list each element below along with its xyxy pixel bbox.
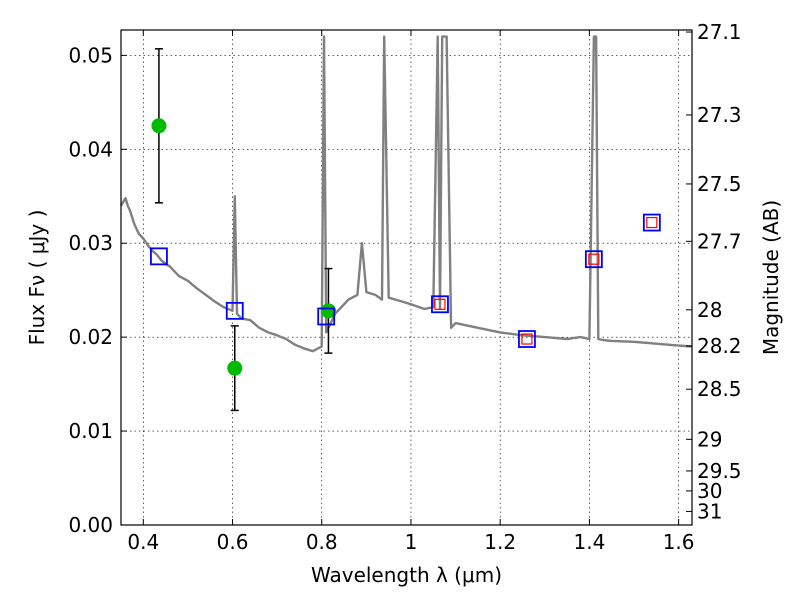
x-tick-label: 0.4	[127, 530, 159, 554]
y-tick-label: 0.05	[68, 43, 113, 67]
magnitude-tick-label: 27.1	[697, 20, 742, 44]
model-flux-square-inner	[434, 298, 446, 310]
y-tick-label: 0.00	[68, 513, 113, 537]
magnitude-tick-label: 28	[697, 298, 722, 322]
model-flux-square	[317, 307, 336, 326]
photometry-points	[150, 48, 661, 412]
x-tick-label: 1	[405, 530, 418, 554]
x-tick-label: 1.2	[484, 530, 516, 554]
magnitude-tick-label: 27.7	[697, 229, 742, 253]
magnitude-tick-label: 29.5	[697, 459, 742, 483]
y-tick-label: 0.03	[68, 231, 113, 255]
observed-flux-point	[151, 118, 167, 134]
model-flux-square-inner	[646, 216, 658, 229]
y-tick-label: 0.04	[68, 137, 113, 161]
magnitude-tick-label: 30	[697, 479, 722, 503]
model-flux-square	[431, 295, 449, 314]
y-axis-label: Flux Fν ( μJy )	[25, 210, 49, 346]
y-axis-ticks: 0.00 0.01 0.02 0.03 0.04 0.05	[68, 43, 127, 537]
x-tick-label: 1.6	[663, 530, 695, 554]
model-flux-square-inner	[588, 253, 600, 265]
grid-lines	[121, 30, 692, 526]
model-flux-square	[518, 330, 536, 348]
x-tick-label: 1.4	[573, 530, 605, 554]
magnitude-tick-label: 29	[697, 427, 722, 451]
x-axis-label: Wavelength λ (μm)	[311, 563, 502, 587]
x-tick-label: 0.6	[217, 530, 249, 554]
model-flux-square	[225, 301, 244, 320]
model-flux-square	[150, 247, 168, 266]
magnitude-axis-label: Magnitude (AB)	[759, 200, 783, 355]
plot-frame	[120, 29, 693, 526]
y-tick-label: 0.01	[68, 419, 113, 443]
observed-flux-point	[320, 303, 336, 319]
x-axis-ticks: 0.4 0.6 0.8 1 1.2 1.4 1.6	[127, 30, 695, 554]
magnitude-tick-label: 28.2	[697, 334, 742, 358]
model-flux-square	[584, 250, 603, 269]
magnitude-tick-label: 27.5	[697, 172, 742, 196]
magnitude-tick-label: 27.3	[697, 103, 742, 127]
y-tick-label: 0.02	[68, 325, 113, 349]
model-flux-square-inner	[521, 333, 533, 345]
model-spectrum	[119, 35, 693, 353]
magnitude-tick-label: 28.5	[697, 377, 742, 401]
x-tick-label: 0.8	[306, 530, 338, 554]
model-flux-square	[642, 213, 661, 232]
observed-flux-point	[227, 360, 243, 376]
spectrum-line	[119, 35, 693, 353]
magnitude-tick-label: 31	[697, 499, 722, 523]
